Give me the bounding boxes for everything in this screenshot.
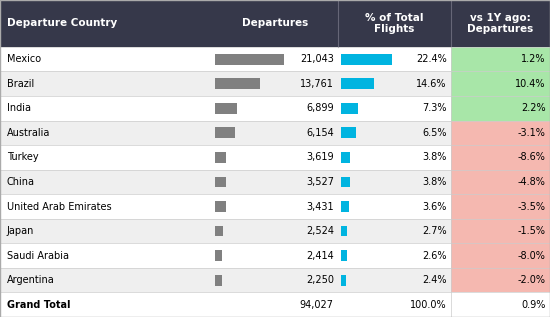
Text: Brazil: Brazil: [7, 79, 34, 89]
Bar: [214, 250, 223, 261]
Bar: [451, 71, 550, 96]
Text: -8.6%: -8.6%: [518, 152, 546, 162]
Text: 14.6%: 14.6%: [416, 79, 447, 89]
Bar: [0, 120, 550, 145]
Text: 2.7%: 2.7%: [422, 226, 447, 236]
Bar: [214, 103, 237, 114]
Bar: [451, 268, 550, 293]
Bar: [341, 152, 350, 163]
Text: -4.8%: -4.8%: [518, 177, 546, 187]
Bar: [0, 96, 550, 120]
Text: India: India: [7, 103, 31, 113]
Text: Saudi Arabia: Saudi Arabia: [7, 251, 69, 261]
Text: 22.4%: 22.4%: [416, 54, 447, 64]
Bar: [341, 103, 358, 114]
Bar: [0, 47, 550, 71]
Text: 13,761: 13,761: [300, 79, 334, 89]
Bar: [341, 127, 356, 138]
Bar: [451, 194, 550, 219]
Bar: [0, 268, 550, 293]
Text: 3.8%: 3.8%: [422, 177, 447, 187]
Text: 3,619: 3,619: [306, 152, 334, 162]
Bar: [451, 219, 550, 243]
Text: 2.2%: 2.2%: [521, 103, 546, 113]
Text: 2.4%: 2.4%: [422, 275, 447, 285]
Text: Turkey: Turkey: [7, 152, 39, 162]
Bar: [341, 250, 347, 261]
Bar: [214, 127, 235, 138]
Text: vs 1Y ago:
Departures: vs 1Y ago: Departures: [468, 13, 534, 34]
Bar: [451, 170, 550, 194]
Text: 2,250: 2,250: [306, 275, 334, 285]
Text: % of Total
Flights: % of Total Flights: [365, 13, 424, 34]
Text: 2,414: 2,414: [306, 251, 334, 261]
Text: 3.8%: 3.8%: [422, 152, 447, 162]
Text: 7.3%: 7.3%: [422, 103, 447, 113]
Text: -3.1%: -3.1%: [518, 128, 546, 138]
Text: 0.9%: 0.9%: [521, 300, 546, 310]
Text: 100.0%: 100.0%: [410, 300, 447, 310]
Bar: [451, 243, 550, 268]
Text: 94,027: 94,027: [300, 300, 334, 310]
Text: 1.2%: 1.2%: [521, 54, 546, 64]
Bar: [214, 275, 222, 286]
Bar: [214, 201, 226, 212]
Bar: [341, 275, 346, 286]
Text: 3,431: 3,431: [306, 202, 334, 211]
Text: -3.5%: -3.5%: [518, 202, 546, 211]
Bar: [0, 0, 550, 47]
Text: 10.4%: 10.4%: [515, 79, 546, 89]
Bar: [214, 152, 227, 163]
Text: Japan: Japan: [7, 226, 34, 236]
Text: -8.0%: -8.0%: [518, 251, 546, 261]
Bar: [0, 71, 550, 96]
Bar: [0, 243, 550, 268]
Bar: [341, 78, 374, 89]
Bar: [341, 54, 392, 65]
Bar: [214, 226, 223, 236]
Bar: [214, 54, 284, 65]
Bar: [214, 78, 260, 89]
Bar: [0, 293, 550, 317]
Bar: [0, 194, 550, 219]
Text: 2.6%: 2.6%: [422, 251, 447, 261]
Bar: [214, 177, 226, 187]
Text: 6,899: 6,899: [306, 103, 334, 113]
Text: 2,524: 2,524: [306, 226, 334, 236]
Bar: [451, 120, 550, 145]
Bar: [451, 47, 550, 71]
Bar: [0, 219, 550, 243]
Text: 21,043: 21,043: [300, 54, 334, 64]
Bar: [341, 201, 349, 212]
Text: -1.5%: -1.5%: [518, 226, 546, 236]
Bar: [451, 145, 550, 170]
Text: Mexico: Mexico: [7, 54, 41, 64]
Text: 6.5%: 6.5%: [422, 128, 447, 138]
Bar: [341, 177, 350, 187]
Bar: [0, 170, 550, 194]
Text: Australia: Australia: [7, 128, 50, 138]
Bar: [0, 145, 550, 170]
Text: 3.6%: 3.6%: [422, 202, 447, 211]
Text: Argentina: Argentina: [7, 275, 54, 285]
Text: 6,154: 6,154: [306, 128, 334, 138]
Text: Departure Country: Departure Country: [7, 18, 117, 29]
Text: Grand Total: Grand Total: [7, 300, 70, 310]
Text: United Arab Emirates: United Arab Emirates: [7, 202, 111, 211]
Text: China: China: [7, 177, 35, 187]
Text: Departures: Departures: [242, 18, 308, 29]
Bar: [341, 226, 347, 236]
Bar: [451, 96, 550, 120]
Text: -2.0%: -2.0%: [518, 275, 546, 285]
Text: 3,527: 3,527: [306, 177, 334, 187]
